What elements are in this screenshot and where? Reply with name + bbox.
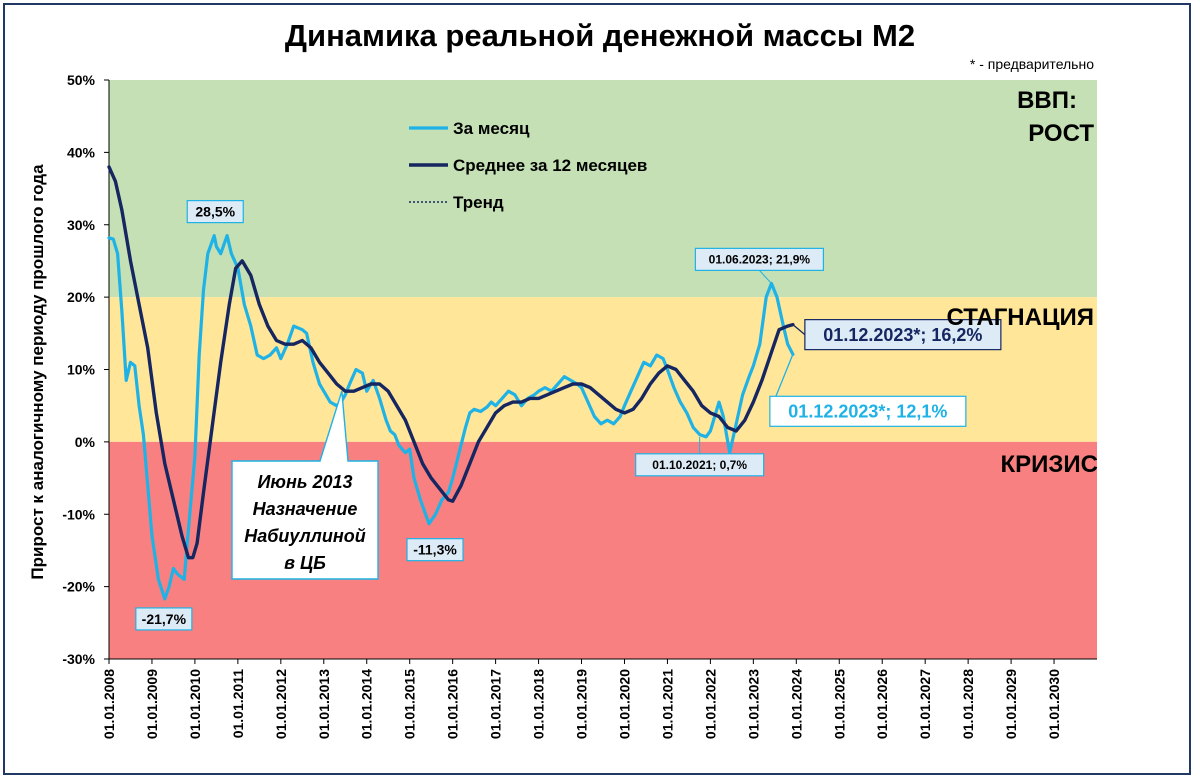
chart-title: Динамика реальной денежной массы М2 [284, 18, 916, 53]
chart-frame [3, 3, 1191, 775]
y-axis-label: Прирост к аналогичному периоду прошлого … [28, 164, 47, 580]
preliminary-note: * - предварительно [969, 56, 1094, 72]
